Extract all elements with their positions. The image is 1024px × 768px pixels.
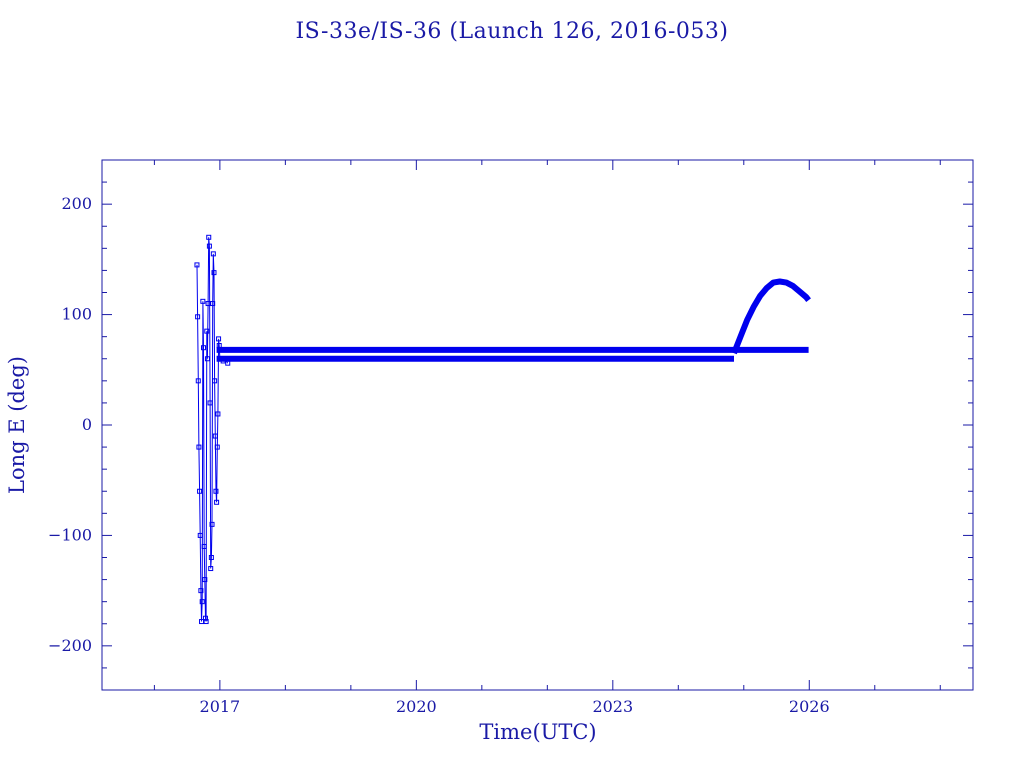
data-point: [197, 488, 203, 494]
data-point: [209, 521, 215, 527]
data-point: [206, 234, 212, 240]
data-point: [210, 251, 216, 257]
data-point: [199, 619, 205, 625]
data-point: [204, 356, 210, 362]
tick-labels: 2017 2020 2023 2026 −200 −100 0 100 200: [48, 194, 830, 716]
chart-title: IS-33e/IS-36 (Launch 126, 2016-053): [295, 19, 728, 44]
x-axis-label: Time(UTC): [479, 720, 596, 744]
data-point: [195, 314, 201, 320]
data-point: [204, 328, 210, 334]
y-axis-label: Long E (deg): [5, 356, 29, 494]
data-point: [208, 555, 214, 560]
y-tick-label: 0: [82, 415, 92, 434]
data-point: [211, 270, 217, 276]
data-point: [216, 336, 222, 342]
data-point: [214, 444, 220, 450]
y-tick-label: −100: [48, 525, 92, 544]
x-tick-label: 2026: [789, 697, 830, 716]
data-point: [201, 345, 207, 351]
data-point: [201, 543, 207, 549]
data-point: [208, 566, 214, 572]
data-point: [196, 444, 202, 450]
x-tick-label: 2020: [396, 697, 437, 716]
data-point: [202, 615, 208, 621]
data-point: [207, 400, 213, 406]
data-point: [205, 301, 211, 307]
data-point: [213, 488, 219, 494]
y-tick-label: −200: [48, 636, 92, 655]
data-point: [199, 599, 205, 605]
series-line-3: [731, 278, 811, 355]
data-point: [197, 532, 203, 538]
axis-ticks: [102, 159, 973, 691]
data-point: [206, 243, 212, 249]
data-point: [215, 411, 221, 417]
data-point: [200, 298, 206, 304]
data-point: [202, 577, 208, 583]
series-trace-0: [196, 237, 229, 622]
data-point: [194, 262, 200, 268]
x-tick-label: 2023: [592, 697, 633, 716]
data-point: [198, 588, 204, 594]
data-layer: [194, 234, 811, 625]
y-tick-label: 100: [61, 305, 92, 324]
y-tick-label: 200: [61, 194, 92, 213]
data-point: [214, 499, 220, 505]
x-tick-label: 2017: [200, 697, 241, 716]
data-point: [203, 619, 209, 625]
plot-frame: [101, 159, 974, 691]
data-point: [212, 433, 218, 439]
data-point: [210, 301, 216, 307]
data-point: [212, 378, 218, 384]
data-point: [195, 378, 201, 384]
